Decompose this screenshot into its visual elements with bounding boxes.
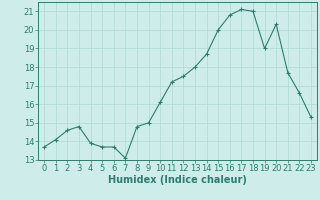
X-axis label: Humidex (Indice chaleur): Humidex (Indice chaleur) bbox=[108, 175, 247, 185]
